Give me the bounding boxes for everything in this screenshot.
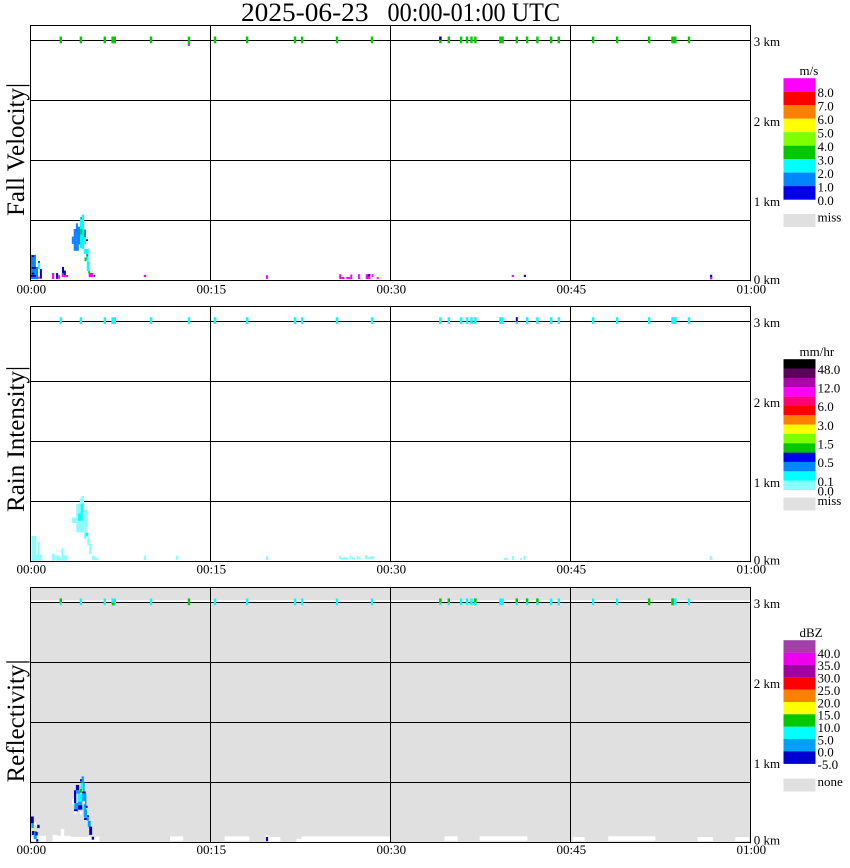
svg-text:12.0: 12.0 (818, 381, 841, 396)
svg-text:Fall Velocity|: Fall Velocity| (3, 83, 30, 216)
svg-text:0.0: 0.0 (818, 745, 834, 760)
svg-text:m/s: m/s (800, 63, 819, 78)
svg-text:00:30: 00:30 (376, 562, 406, 577)
svg-text:2 km: 2 km (754, 676, 780, 691)
svg-text:00:45: 00:45 (556, 562, 586, 577)
svg-text:00:45: 00:45 (556, 842, 586, 857)
svg-text:1 km: 1 km (754, 756, 780, 771)
svg-text:Reflectivity|: Reflectivity| (3, 659, 30, 782)
svg-text:0.5: 0.5 (818, 455, 834, 470)
svg-text:2.0: 2.0 (818, 166, 834, 181)
svg-text:2 km: 2 km (754, 395, 780, 410)
svg-text:00:30: 00:30 (376, 842, 406, 857)
svg-text:00:45: 00:45 (556, 282, 586, 297)
svg-text:none: none (818, 774, 844, 789)
svg-text:01:00: 01:00 (736, 562, 766, 577)
svg-text:dBZ: dBZ (800, 625, 823, 640)
svg-text:1.0: 1.0 (818, 179, 834, 194)
svg-text:3 km: 3 km (754, 34, 780, 49)
svg-text:6.0: 6.0 (818, 399, 834, 414)
svg-text:01:00: 01:00 (736, 842, 766, 857)
svg-text:00:00-01:00 UTC: 00:00-01:00 UTC (388, 0, 561, 27)
svg-text:10.0: 10.0 (818, 720, 841, 735)
svg-text:25.0: 25.0 (818, 683, 841, 698)
svg-text:0.1: 0.1 (818, 474, 834, 489)
svg-text:miss: miss (818, 493, 842, 508)
svg-text:00:00: 00:00 (16, 842, 46, 857)
svg-text:4.0: 4.0 (818, 139, 834, 154)
svg-text:1 km: 1 km (754, 475, 780, 490)
svg-text:00:00: 00:00 (16, 562, 46, 577)
svg-text:5.0: 5.0 (818, 732, 834, 747)
svg-text:00:15: 00:15 (196, 562, 226, 577)
svg-text:miss: miss (818, 210, 842, 225)
svg-text:1.5: 1.5 (818, 437, 834, 452)
svg-text:0.0: 0.0 (818, 193, 834, 208)
svg-text:48.0: 48.0 (818, 362, 841, 377)
svg-text:6.0: 6.0 (818, 112, 834, 127)
svg-text:7.0: 7.0 (818, 99, 834, 114)
svg-text:1 km: 1 km (754, 194, 780, 209)
svg-text:30.0: 30.0 (818, 671, 841, 686)
svg-text:-5.0: -5.0 (818, 757, 839, 772)
svg-text:40.0: 40.0 (818, 646, 841, 661)
svg-text:mm/hr: mm/hr (800, 344, 835, 359)
svg-text:00:15: 00:15 (196, 842, 226, 857)
svg-text:5.0: 5.0 (818, 126, 834, 141)
svg-text:3.0: 3.0 (818, 152, 834, 167)
svg-text:00:15: 00:15 (196, 282, 226, 297)
svg-text:20.0: 20.0 (818, 695, 841, 710)
svg-text:Rain Intensity|: Rain Intensity| (3, 366, 30, 512)
svg-text:0.0: 0.0 (818, 483, 834, 498)
svg-text:2 km: 2 km (754, 114, 780, 129)
svg-text:35.0: 35.0 (818, 658, 841, 673)
svg-text:15.0: 15.0 (818, 708, 841, 723)
svg-text:3.0: 3.0 (818, 418, 834, 433)
svg-text:3 km: 3 km (754, 596, 780, 611)
svg-text:3 km: 3 km (754, 315, 780, 330)
svg-text:0 km: 0 km (754, 833, 780, 848)
svg-text:01:00: 01:00 (736, 282, 766, 297)
svg-text:00:00: 00:00 (16, 282, 46, 297)
svg-text:00:30: 00:30 (376, 282, 406, 297)
svg-text:0 km: 0 km (754, 272, 780, 287)
svg-text:8.0: 8.0 (818, 85, 834, 100)
svg-text:2025-06-23: 2025-06-23 (241, 0, 369, 27)
svg-text:0 km: 0 km (754, 553, 780, 568)
